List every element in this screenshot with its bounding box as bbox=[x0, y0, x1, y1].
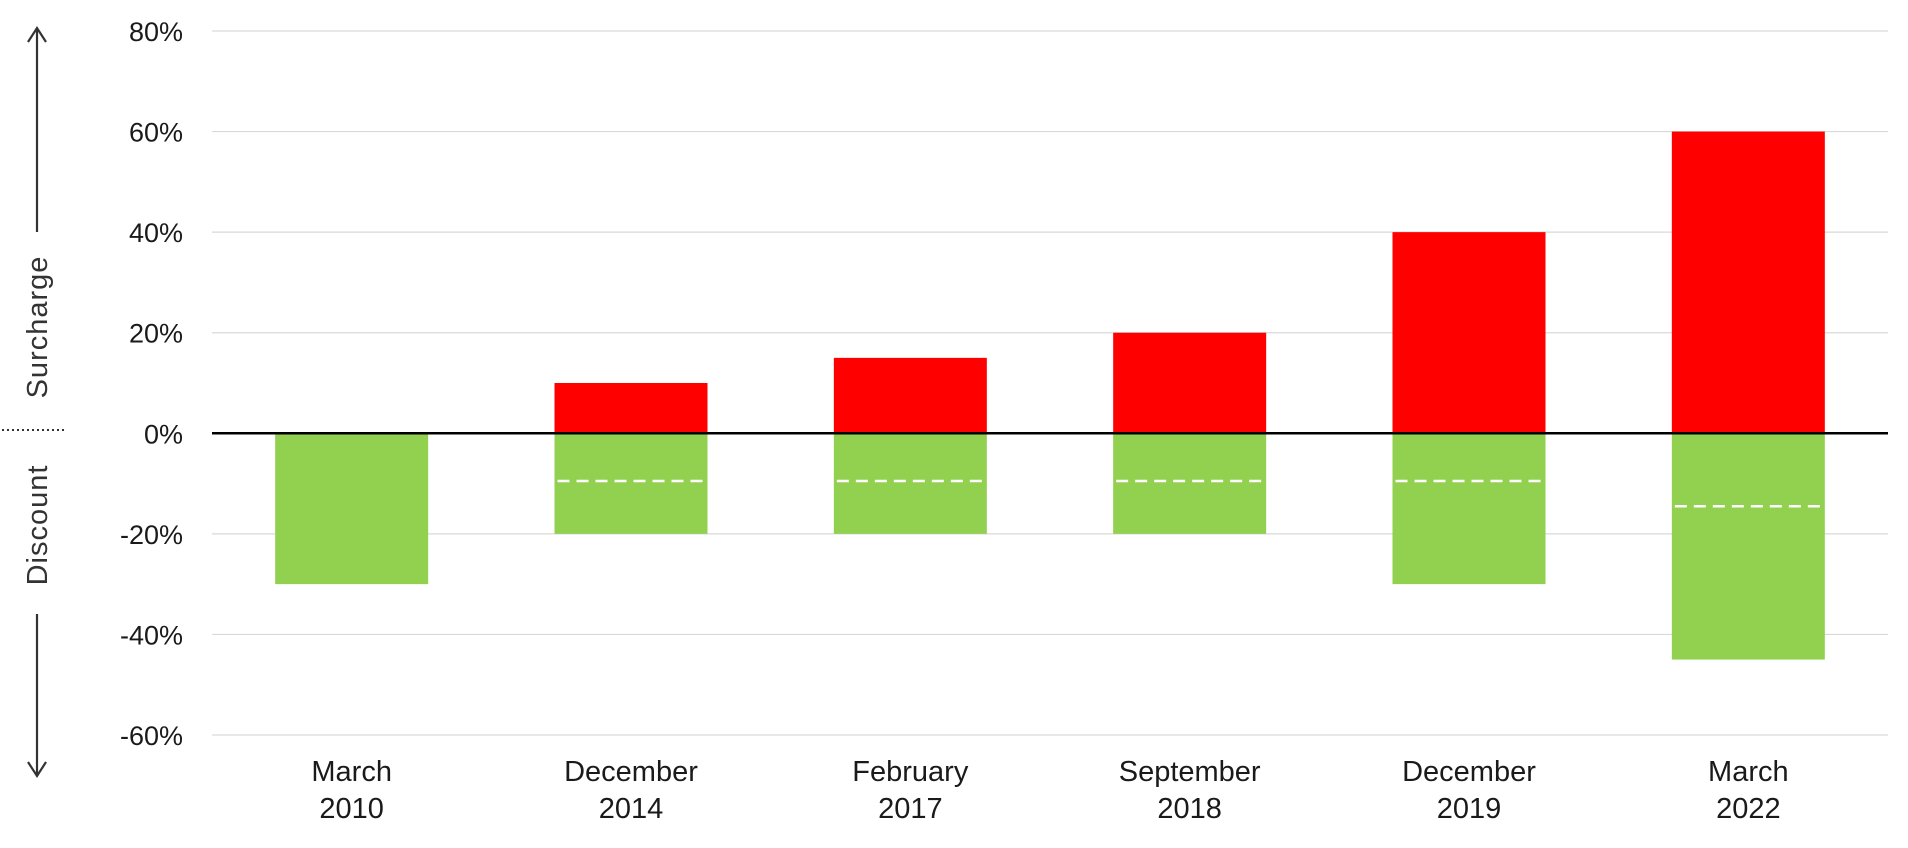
gridlines bbox=[212, 30, 1888, 736]
x-tick-label: September bbox=[1119, 756, 1261, 788]
x-tick-label: February bbox=[852, 756, 969, 788]
x-tick-label: 2018 bbox=[1157, 793, 1222, 825]
arrow-down-icon bbox=[27, 761, 47, 779]
discount-label: Discount bbox=[22, 465, 54, 586]
bar-surcharge bbox=[1671, 131, 1825, 434]
y-tick-label: 60% bbox=[129, 118, 183, 148]
bar-discount bbox=[833, 433, 987, 534]
y-tick-label: 0% bbox=[144, 419, 183, 449]
y-tick-label: 20% bbox=[129, 319, 183, 349]
y-tick-label: -20% bbox=[120, 520, 183, 550]
x-tick-label: 2010 bbox=[319, 793, 384, 825]
bar-surcharge bbox=[1392, 232, 1546, 434]
x-axis-ticks: March 2010 December 2014 February 2017 Septemb… bbox=[311, 756, 1788, 825]
bar-surcharge bbox=[554, 383, 708, 434]
y-axis-ticks: 80% 60% 40% 20% 0% -20% -40% -60% bbox=[120, 17, 183, 751]
x-tick-label: 2019 bbox=[1437, 793, 1502, 825]
y-tick-label: 80% bbox=[129, 17, 183, 47]
x-tick-label: 2017 bbox=[878, 793, 943, 825]
x-tick-label: 2022 bbox=[1716, 793, 1781, 825]
y-tick-label: 40% bbox=[129, 218, 183, 248]
y-tick-label: -40% bbox=[120, 620, 183, 650]
x-tick-label: December bbox=[564, 756, 698, 788]
y-tick-label: -60% bbox=[120, 721, 183, 751]
bar-discount bbox=[1392, 433, 1546, 585]
bar-discount bbox=[275, 433, 429, 585]
x-tick-label: March bbox=[1708, 756, 1789, 788]
bar-discount bbox=[1671, 433, 1825, 660]
surcharge-label: Surcharge bbox=[22, 256, 54, 399]
bar-surcharge bbox=[1113, 332, 1267, 434]
bar-discount bbox=[554, 433, 708, 534]
bar-discount bbox=[1113, 433, 1267, 534]
x-tick-label: December bbox=[1402, 756, 1536, 788]
x-tick-label: 2014 bbox=[599, 793, 664, 825]
surcharge-discount-indicator: Surcharge Discount bbox=[2, 25, 66, 779]
bar-surcharge bbox=[833, 357, 987, 434]
dashed-markers bbox=[557, 479, 1822, 508]
bars bbox=[275, 131, 1825, 660]
x-tick-label: March bbox=[311, 756, 392, 788]
arrow-up-icon bbox=[27, 25, 47, 43]
